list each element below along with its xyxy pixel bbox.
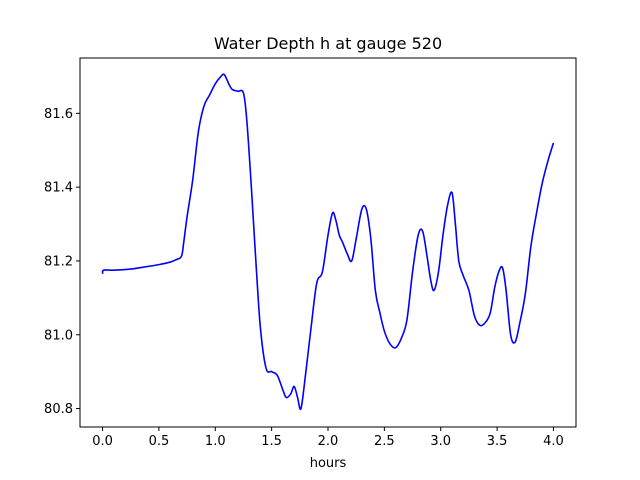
y-tick-label: 81.6 — [44, 107, 73, 122]
y-axis: 80.8 81.0 81.2 81.4 81.6 — [44, 107, 80, 417]
x-axis: 0.0 0.5 1.0 1.5 2.0 2.5 3.0 3.5 4.0 — [92, 427, 564, 449]
x-tick-label: 3.0 — [430, 434, 451, 449]
x-tick-label: 2.5 — [374, 434, 395, 449]
x-tick-label: 3.5 — [487, 434, 508, 449]
x-tick-label: 4.0 — [543, 434, 564, 449]
x-tick-label: 0.0 — [92, 434, 113, 449]
x-tick-label: 2.0 — [318, 434, 339, 449]
chart-title: Water Depth h at gauge 520 — [214, 34, 442, 53]
x-axis-label: hours — [310, 456, 347, 471]
x-tick-label: 0.5 — [149, 434, 170, 449]
plot-area — [101, 73, 555, 411]
y-tick-label: 81.0 — [44, 328, 73, 343]
y-tick-label: 81.4 — [44, 181, 73, 196]
y-tick-label: 81.2 — [44, 254, 73, 269]
series-line-0 — [101, 73, 555, 411]
x-tick-label: 1.0 — [205, 434, 226, 449]
y-tick-label: 80.8 — [44, 402, 73, 417]
x-tick-label: 1.5 — [261, 434, 282, 449]
